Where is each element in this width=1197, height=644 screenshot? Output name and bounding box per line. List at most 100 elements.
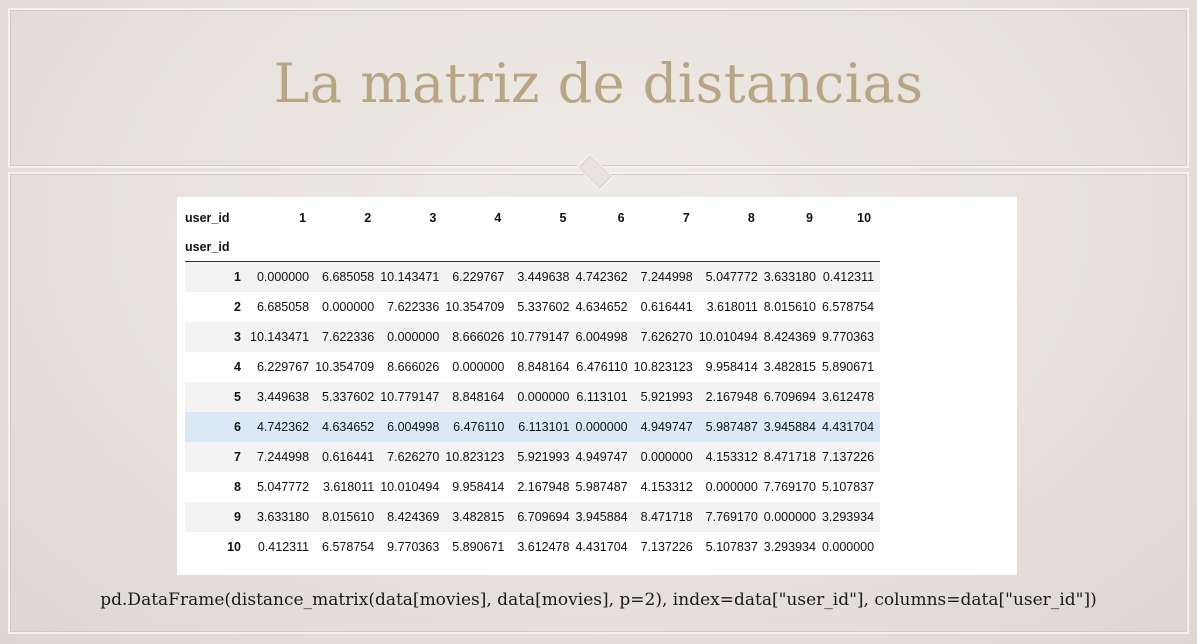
table-cell: 8.424369 — [387, 510, 440, 524]
table-cell: 10.143471 — [380, 270, 440, 284]
table-cell: 7.137226 — [821, 450, 875, 464]
table-cell: 0.000000 — [763, 510, 816, 524]
table-cell: 0.412311 — [822, 270, 875, 284]
code-caption: pd.DataFrame(distance_matrix(data[movies… — [100, 590, 1097, 610]
row-index: 5 — [234, 390, 241, 404]
index-header-blank — [575, 233, 634, 262]
table-cell: 6.578754 — [322, 540, 375, 554]
table-cell: 10.823123 — [633, 360, 693, 374]
table-cell: 0.412311 — [257, 540, 310, 554]
row-index: 2 — [234, 300, 241, 314]
table-cell: 10.779147 — [510, 330, 570, 344]
table-cell: 8.015610 — [322, 510, 375, 524]
table-cell: 3.482815 — [763, 360, 816, 374]
table-row: 9 3.633180 8.015610 8.424369 3.482815 6.70969… — [185, 502, 881, 532]
table-row: 8 5.047772 3.618011 10.010494 9.958414 2.1679… — [185, 472, 880, 502]
table-cell: 8.848164 — [452, 390, 505, 404]
index-header-blank — [510, 233, 576, 262]
row-index: 4 — [234, 360, 241, 374]
table-row: 7 7.244998 0.616441 7.626270 10.823123 5.9219… — [185, 442, 881, 472]
column-header: 4 — [494, 211, 502, 225]
index-header-blank — [250, 233, 316, 262]
table-cell: 6.709694 — [763, 390, 816, 404]
table-cell: 3.449638 — [256, 390, 310, 404]
table-cell: 6.004998 — [387, 420, 440, 434]
table-cell: 3.449638 — [517, 270, 570, 284]
table-cell: 9.770363 — [821, 330, 875, 344]
row-index: 10 — [227, 540, 241, 554]
index-header-blank — [315, 233, 381, 262]
dataframe-output: user_id 1 2 3 4 5 6 7 8 9 10 user_id 1 0.000000 6.6… — [177, 197, 1017, 575]
columns-name-label: user_id — [185, 211, 230, 225]
table-cell: 10.354709 — [445, 300, 505, 314]
table-cell: 4.634652 — [322, 420, 375, 434]
table-cell: 9.958414 — [705, 360, 758, 374]
table-cell: 4.153312 — [705, 450, 758, 464]
table-row: 2 6.685058 0.000000 7.622336 10.354709 5.3376… — [185, 292, 880, 322]
table-cell: 0.000000 — [387, 330, 440, 344]
table-cell: 6.004998 — [575, 330, 628, 344]
column-header: 10 — [857, 211, 872, 225]
table-cell: 3.945884 — [575, 510, 628, 524]
table-cell: 5.107837 — [821, 480, 875, 494]
table-cell: 5.921993 — [517, 450, 570, 464]
slide-title: La matriz de distancias — [273, 52, 924, 115]
table-cell: 5.987487 — [705, 420, 758, 434]
table-cell: 7.622336 — [387, 300, 440, 314]
table-cell: 10.143471 — [250, 330, 310, 344]
table-cell: 8.471718 — [763, 450, 816, 464]
column-header-row: user_id 1 2 3 4 5 6 7 8 9 10 — [185, 203, 880, 233]
table-cell: 6.476110 — [576, 360, 628, 374]
table-cell: 4.431704 — [821, 420, 875, 434]
table-cell: 0.000000 — [705, 480, 758, 494]
table-cell: 6.113101 — [518, 420, 570, 434]
table-cell: 7.769170 — [705, 510, 758, 524]
table-cell: 4.949747 — [640, 420, 693, 434]
table-cell: 8.848164 — [517, 360, 570, 374]
table-cell: 3.293934 — [821, 510, 875, 524]
row-index: 9 — [234, 510, 241, 524]
table-cell: 3.482815 — [452, 510, 505, 524]
table-cell: 6.476110 — [453, 420, 505, 434]
table-cell: 10.823123 — [445, 450, 505, 464]
table-cell: 3.633180 — [256, 510, 310, 524]
table-cell: 4.153312 — [640, 480, 693, 494]
table-cell: 2.167948 — [705, 390, 758, 404]
table-cell: 4.949747 — [575, 450, 628, 464]
table-row: 5 3.449638 5.337602 10.779147 8.848164 0.0000… — [185, 382, 881, 412]
table-cell: 5.921993 — [640, 390, 693, 404]
table-cell: 7.137226 — [640, 540, 693, 554]
table-cell: 10.779147 — [380, 390, 440, 404]
table-cell: 0.000000 — [452, 360, 505, 374]
table-cell: 5.890671 — [821, 360, 875, 374]
table-cell: 0.000000 — [517, 390, 570, 404]
table-cell: 6.578754 — [821, 300, 875, 314]
table-cell: 7.622336 — [322, 330, 375, 344]
column-header: 7 — [682, 211, 690, 225]
table-cell: 10.354709 — [315, 360, 375, 374]
table-cell: 5.107837 — [705, 540, 758, 554]
table-cell: 3.612478 — [517, 540, 570, 554]
distance-matrix-table: user_id 1 2 3 4 5 6 7 8 9 10 user_id 1 0.000000 6.6… — [185, 203, 881, 562]
column-header: 3 — [429, 211, 437, 225]
table-cell: 3.633180 — [763, 270, 816, 284]
table-cell: 3.612478 — [821, 390, 875, 404]
table-cell: 7.626270 — [387, 450, 440, 464]
table-cell: 10.010494 — [698, 330, 758, 344]
table-row: 4 6.229767 10.354709 8.666026 0.000000 8.8481… — [185, 352, 880, 382]
table-cell: 3.293934 — [763, 540, 816, 554]
table-row: 3 10.143471 7.622336 0.000000 8.666026 10.779… — [185, 322, 881, 352]
table-cell: 6.685058 — [322, 270, 375, 284]
table-cell: 8.424369 — [763, 330, 816, 344]
table-cell: 7.769170 — [763, 480, 816, 494]
table-cell: 9.958414 — [452, 480, 505, 494]
table-row: 6 4.742362 4.634652 6.004998 6.476110 6.11310… — [185, 412, 881, 442]
index-header-blank — [698, 233, 764, 262]
table-cell: 0.616441 — [640, 300, 693, 314]
row-index: 3 — [234, 330, 241, 344]
index-header-blank — [380, 233, 446, 262]
table-cell: 7.244998 — [256, 450, 310, 464]
column-header: 6 — [617, 211, 625, 225]
table-cell: 5.890671 — [452, 540, 505, 554]
table-cell: 3.618011 — [322, 480, 375, 494]
